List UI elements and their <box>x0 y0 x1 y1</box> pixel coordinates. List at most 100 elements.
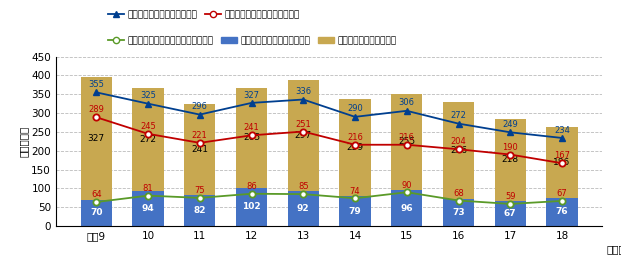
Text: 67: 67 <box>556 189 568 198</box>
Text: 167: 167 <box>554 151 570 160</box>
Bar <box>546 127 578 198</box>
Bar <box>495 119 526 201</box>
Bar <box>236 188 267 226</box>
Text: 73: 73 <box>452 208 465 217</box>
Bar <box>132 191 163 226</box>
Bar <box>184 195 215 226</box>
高速道路　死亡事故件数合計 <box>248 101 255 104</box>
Text: 336: 336 <box>295 87 311 96</box>
Text: 327: 327 <box>88 134 105 143</box>
Text: 290: 290 <box>347 104 363 113</box>
Bar <box>340 99 371 196</box>
高速自動車国道　死亡事故件数 <box>455 148 462 151</box>
Text: 81: 81 <box>143 184 153 193</box>
Bar <box>443 199 474 226</box>
高速自動車国道　死亡事故件数 <box>93 116 100 119</box>
高速自動車国道　死亡事故件数 <box>351 143 359 146</box>
Text: 90: 90 <box>402 181 412 190</box>
Bar <box>81 77 112 200</box>
Bar <box>391 190 422 226</box>
Text: （年）: （年） <box>607 244 621 254</box>
Text: 245: 245 <box>140 122 156 131</box>
Bar <box>81 200 112 226</box>
Text: 96: 96 <box>401 204 413 213</box>
Text: 68: 68 <box>453 189 464 198</box>
Text: 296: 296 <box>192 102 207 111</box>
Text: 272: 272 <box>451 111 466 120</box>
Text: 86: 86 <box>246 182 257 191</box>
Text: 241: 241 <box>243 123 260 132</box>
高速道路　死亡事故件数合計 <box>144 102 152 105</box>
Text: 59: 59 <box>505 192 515 201</box>
高速自動車国道　死亡事故件数 <box>299 130 307 133</box>
Text: 85: 85 <box>298 182 309 191</box>
Line: 高速道路　死亡事故件数合計: 高速道路 死亡事故件数合計 <box>93 89 565 141</box>
Text: 216: 216 <box>347 133 363 142</box>
高速自動車国道　死亡事故件数 <box>144 132 152 135</box>
Text: 306: 306 <box>399 98 415 107</box>
Text: 186: 186 <box>553 158 571 167</box>
Text: 355: 355 <box>88 80 104 89</box>
高速自動車国道　死亡事故件数 <box>248 134 255 137</box>
Text: 297: 297 <box>295 131 312 140</box>
Bar <box>340 196 371 226</box>
Bar <box>288 191 319 226</box>
Text: 221: 221 <box>192 131 207 140</box>
高速道路　死亡事故件数合計 <box>455 122 462 125</box>
Text: 190: 190 <box>502 143 518 152</box>
Bar <box>495 201 526 226</box>
Y-axis label: （件・人）: （件・人） <box>19 126 29 157</box>
Text: 76: 76 <box>556 207 568 216</box>
Text: 249: 249 <box>502 120 518 129</box>
Text: 251: 251 <box>296 120 311 128</box>
指定自動車専用道路　死亡事故件数 <box>558 199 566 203</box>
Text: 82: 82 <box>194 206 206 215</box>
指定自動車専用道路　死亡事故件数 <box>93 200 100 204</box>
Text: 102: 102 <box>242 203 261 212</box>
指定自動車専用道路　死亡事故件数 <box>507 202 514 205</box>
指定自動車専用道路　死亡事故件数 <box>403 191 410 194</box>
Text: 259: 259 <box>347 143 363 152</box>
Text: 289: 289 <box>88 105 104 114</box>
Text: 67: 67 <box>504 209 517 218</box>
Text: 74: 74 <box>350 187 360 196</box>
高速道路　死亡事故件数合計 <box>93 91 100 94</box>
Text: 255: 255 <box>398 137 415 146</box>
高速道路　死亡事故件数合計 <box>507 131 514 134</box>
Text: 70: 70 <box>90 208 102 217</box>
高速道路　死亡事故件数合計 <box>403 109 410 112</box>
Text: 94: 94 <box>142 204 155 213</box>
Text: 204: 204 <box>451 137 466 146</box>
Text: 218: 218 <box>502 155 519 164</box>
Line: 高速自動車国道　死亡事故件数: 高速自動車国道 死亡事故件数 <box>93 114 565 166</box>
Bar <box>288 79 319 191</box>
指定自動車専用道路　死亡事故件数 <box>455 199 462 202</box>
Text: 241: 241 <box>191 145 208 154</box>
Legend: 指定自動車専用道路　死亡事故件数, 指定自動車専用道路　死者数, 高速自動車国道　死者数: 指定自動車専用道路 死亡事故件数, 指定自動車専用道路 死者数, 高速自動車国道… <box>104 32 401 48</box>
Bar <box>443 102 474 199</box>
Text: 79: 79 <box>348 207 361 216</box>
Text: 265: 265 <box>243 133 260 142</box>
高速道路　死亡事故件数合計 <box>351 115 359 118</box>
高速自動車国道　死亡事故件数 <box>507 153 514 156</box>
Bar <box>132 88 163 191</box>
Text: 234: 234 <box>554 126 570 135</box>
指定自動車専用道路　死亡事故件数 <box>144 194 152 197</box>
指定自動車専用道路　死亡事故件数 <box>299 192 307 196</box>
Bar <box>236 88 267 188</box>
高速道路　死亡事故件数合計 <box>558 136 566 140</box>
Text: 272: 272 <box>140 135 156 144</box>
Text: 216: 216 <box>399 133 415 142</box>
Bar <box>546 198 578 226</box>
Line: 指定自動車専用道路　死亡事故件数: 指定自動車専用道路 死亡事故件数 <box>93 189 565 207</box>
Text: 325: 325 <box>140 91 156 100</box>
Bar <box>184 104 215 195</box>
Text: 75: 75 <box>194 186 205 195</box>
高速自動車国道　死亡事故件数 <box>403 143 410 146</box>
高速道路　死亡事故件数合計 <box>196 113 204 116</box>
Text: 327: 327 <box>243 90 260 99</box>
Text: 256: 256 <box>450 146 467 155</box>
Bar <box>391 94 422 190</box>
高速自動車国道　死亡事故件数 <box>558 162 566 165</box>
指定自動車専用道路　死亡事故件数 <box>196 196 204 199</box>
